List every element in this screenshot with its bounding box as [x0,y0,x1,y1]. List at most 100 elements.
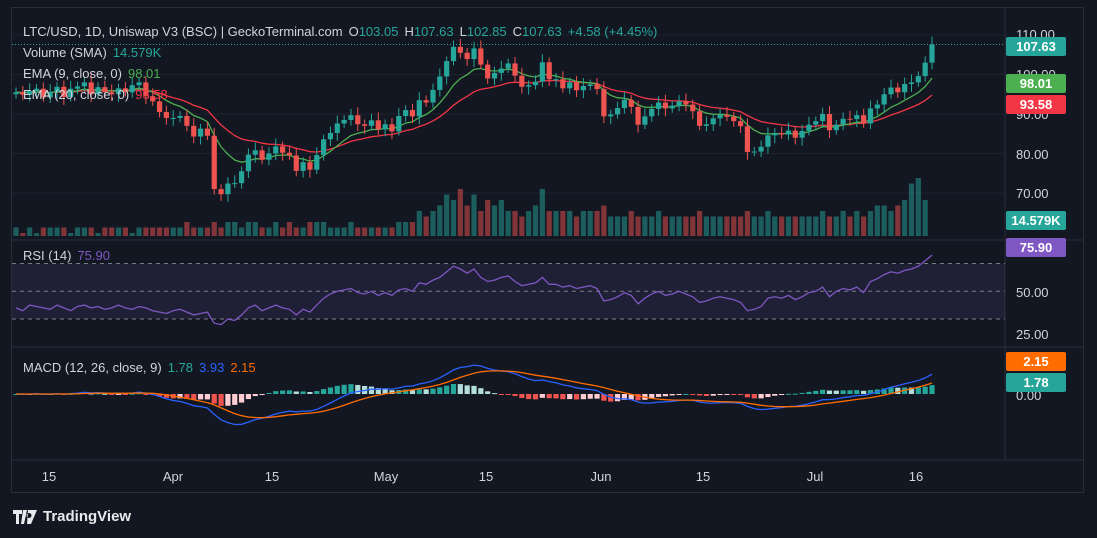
candle-body [423,100,429,103]
volume-bar [731,216,737,236]
volume-legend[interactable]: Volume (SMA) 14.579K [23,45,162,60]
volume-bar [225,222,231,236]
ema9-legend[interactable]: EMA (9, close, 0) 98.01 [23,66,161,81]
macd-histogram-bar [737,394,744,396]
candle-body [512,63,518,76]
x-tick: Jul [806,469,824,484]
volume-bar [519,216,525,236]
macd-histogram-bar [218,394,224,406]
macd-histogram-bar [895,387,901,394]
volume-bar [847,216,853,236]
open-value: 103.05 [358,24,399,39]
macd-histogram-bar [341,384,347,394]
volume-bar [27,227,33,236]
volume-bar [485,200,491,236]
candle-body [614,108,621,115]
volume-bar [895,205,901,236]
volume-bar [444,194,450,236]
candle-body [813,121,819,125]
volume-bar [314,222,320,236]
volume-bar [13,227,19,236]
x-tick: 15 [478,469,494,484]
volume-bar [820,211,826,236]
macd-histogram-bar [512,394,518,397]
macd-histogram-bar [211,394,217,404]
macd-histogram-bar [676,394,682,395]
macd-histogram-bar [908,387,915,394]
candle-body [403,110,409,116]
volume-bar [423,216,429,236]
volume-bar [676,216,682,236]
volume-bar [642,216,648,236]
volume-bar [737,216,744,236]
macd-histogram-bar [813,390,819,394]
volume-tag: 14.579K [1006,211,1066,230]
volume-bar [587,211,593,236]
macd-histogram-bar [867,390,874,394]
candle-body [129,85,135,93]
volume-bar [806,216,812,236]
macd-histogram-bar [758,394,764,399]
candle-body [642,116,648,125]
volume-bar [109,227,115,236]
candle-body [532,81,539,86]
candle-body [594,84,600,90]
macd-histogram-bar [279,390,286,394]
volume-bar [61,227,67,236]
candle-body [833,124,839,131]
macd-histogram-bar [731,394,737,395]
volume-bar [833,216,839,236]
macd-histogram-bar [457,384,463,394]
macd-histogram-bar [621,394,627,400]
candle-body [683,101,689,105]
volume-bar [266,227,272,236]
macd-histogram-bar [683,393,689,395]
candle-body [854,115,860,120]
macd-histogram-bar [416,389,422,394]
macd-histogram-bar [191,394,197,400]
macd-histogram-bar [594,394,600,399]
macd-histogram-bar [238,394,245,403]
macd-histogram-bar [662,394,669,397]
candle-body [505,63,511,69]
candle-body [655,102,662,109]
rsi-legend[interactable]: RSI (14) 75.90 [23,248,110,263]
macd-histogram-bar [792,393,798,395]
volume-bar [696,211,703,236]
macd-histogram-bar [532,394,539,400]
candle-body [204,128,211,136]
macd-histogram-bar [580,394,586,400]
macd-histogram-bar [450,384,457,394]
volume-bar [744,211,751,236]
candle-body [13,92,19,95]
volume-bar [649,216,655,236]
candle-body [225,183,231,195]
candle-body [115,88,122,95]
candle-body [150,96,156,102]
candle-body [143,82,149,97]
ema9-line [15,67,933,163]
macd-histogram-bar [321,389,327,394]
ema20-legend[interactable]: EMA (20, close, 0) 93.58 [23,87,168,102]
macd-histogram-bar [348,384,354,394]
x-tick: May [373,469,399,484]
candle-body [184,115,190,126]
candle-body [690,104,696,112]
candle-body [874,104,880,109]
macd-histogram-bar [471,385,477,394]
candle-body [464,52,470,60]
macd-histogram-bar [655,394,662,397]
volume-bar [88,227,94,236]
tradingview-brand[interactable]: TradingView [13,508,131,525]
x-tick: 15 [41,469,57,484]
macd-histogram-bar [840,390,846,394]
macd-histogram-bar [245,394,252,400]
candle-body [902,83,908,93]
macd-histogram-bar [546,394,552,399]
candle-body [724,114,730,117]
macd-histogram-bar [423,389,429,394]
macd-legend[interactable]: MACD (12, 26, close, 9) 1.78 3.93 2.15 [23,360,256,375]
macd-histogram-bar [717,394,723,396]
volume-bar [881,205,887,236]
